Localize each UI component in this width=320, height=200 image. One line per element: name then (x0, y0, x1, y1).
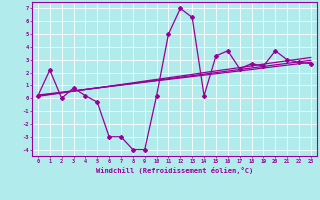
X-axis label: Windchill (Refroidissement éolien,°C): Windchill (Refroidissement éolien,°C) (96, 167, 253, 174)
